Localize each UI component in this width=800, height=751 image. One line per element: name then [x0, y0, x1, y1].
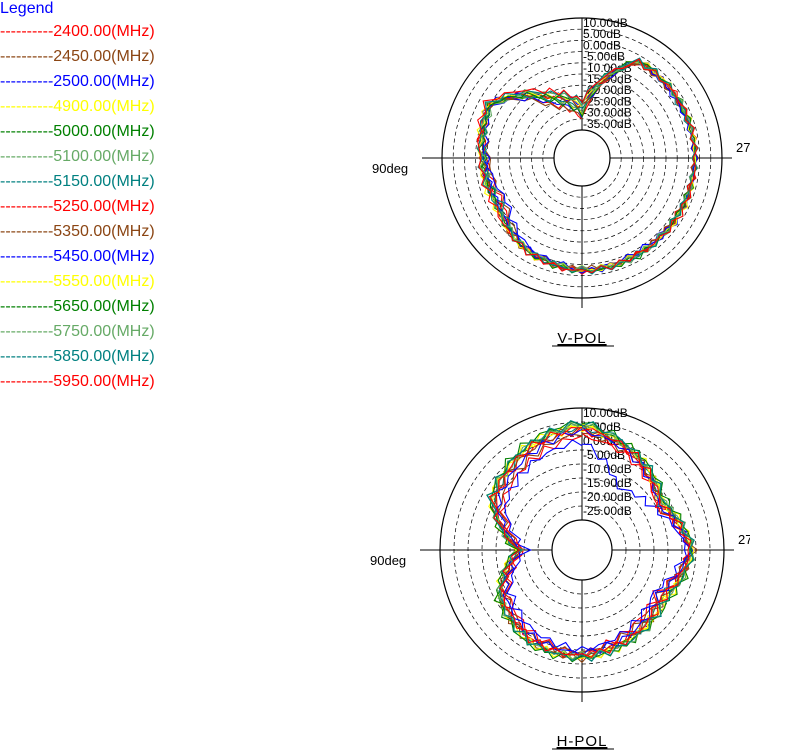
series-line	[477, 61, 699, 272]
legend-entry: ----------2400.00(MHz)	[0, 23, 155, 40]
v-pol-chart: 10.00dB5.00dB0.00dB-5.00dB-10.00dB-15.00…	[372, 16, 750, 347]
ring-label: -25.00dB	[583, 504, 632, 518]
series-line	[476, 58, 699, 274]
series-line	[486, 419, 695, 662]
ring-label: -20.00dB	[583, 490, 632, 504]
ring-label: -35.00dB	[583, 117, 632, 131]
series-line	[488, 427, 692, 658]
legend-entry: ----------5100.00(MHz)	[0, 148, 155, 165]
ring-label: -30.00dB	[583, 106, 632, 120]
inner-ring	[551, 519, 613, 581]
legend-entry: ----------2450.00(MHz)	[0, 48, 155, 65]
ring-label: -10.00dB	[583, 462, 632, 476]
series-line	[477, 60, 699, 275]
series-line	[495, 425, 695, 661]
ring-label: 10.00dB	[583, 406, 628, 420]
series-line	[476, 57, 699, 275]
ring-label: 10.00dB	[583, 16, 628, 30]
chart-title: H-POL	[557, 733, 608, 750]
legend-entry: ----------5250.00(MHz)	[0, 198, 155, 215]
ring-label: -25.00dB	[583, 94, 632, 108]
ring-label: -5.00dB	[583, 448, 625, 462]
angle-label-90: 90deg	[370, 553, 406, 568]
ring-label: 0.00dB	[583, 38, 621, 52]
legend-entry: ----------5550.00(MHz)	[0, 273, 155, 290]
legend-entry: ----------5450.00(MHz)	[0, 248, 155, 265]
legend-entry: ----------5750.00(MHz)	[0, 323, 155, 340]
legend-entry: ----------5150.00(MHz)	[0, 173, 155, 190]
ring-label: -5.00dB	[583, 50, 625, 64]
series-line	[477, 61, 698, 274]
legend-entry: ----------5350.00(MHz)	[0, 223, 155, 240]
legend-entry: ----------2500.00(MHz)	[0, 73, 155, 90]
legend-entry: ----------5000.00(MHz)	[0, 123, 155, 140]
angle-label-270: 270deg	[738, 532, 750, 547]
ring-label: 5.00dB	[583, 27, 621, 41]
legend-title: Legend	[0, 0, 54, 17]
series-line	[478, 62, 700, 273]
angle-label-270: 270deg	[736, 140, 750, 155]
legend-entry: ----------5950.00(MHz)	[0, 373, 155, 390]
chart-title: V-POL	[557, 330, 606, 347]
legend-entry: ----------5650.00(MHz)	[0, 298, 155, 315]
angle-label-90: 90deg	[372, 161, 408, 176]
ring-label: -15.00dB	[583, 476, 632, 490]
h-pol-chart: 10.00dB5.00dB0.00dB-5.00dB-10.00dB-15.00…	[370, 406, 750, 750]
inner-ring	[553, 129, 611, 187]
legend-entry: ----------5850.00(MHz)	[0, 348, 155, 365]
legend-entry: ----------4900.00(MHz)	[0, 98, 155, 115]
series-line	[490, 421, 696, 661]
